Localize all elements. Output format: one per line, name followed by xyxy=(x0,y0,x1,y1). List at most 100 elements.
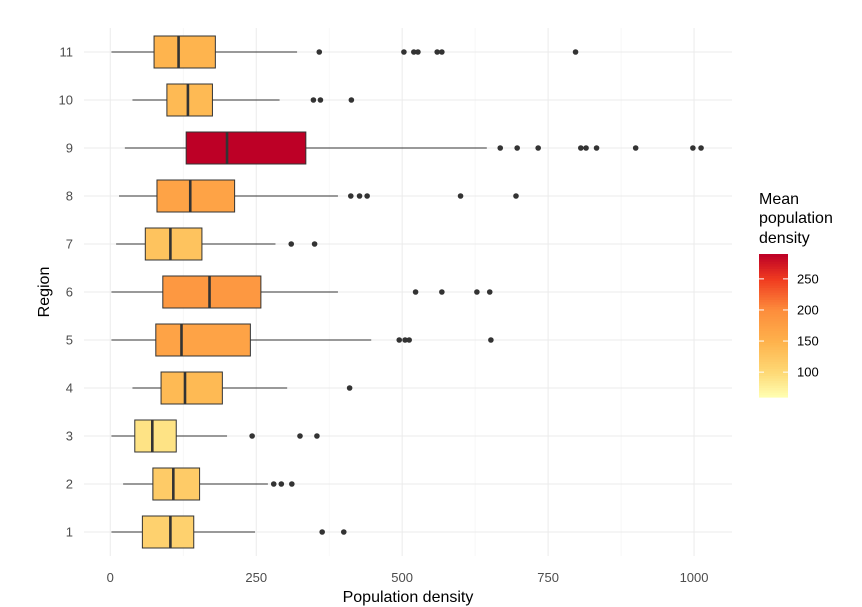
outlier-point xyxy=(317,97,324,103)
boxplots xyxy=(111,35,704,549)
box-region-7 xyxy=(116,227,318,261)
legend-color-step xyxy=(759,363,788,367)
legend-color-step xyxy=(759,339,788,343)
legend-color-step xyxy=(759,294,788,298)
y-tick-label: 6 xyxy=(66,285,73,300)
outlier-point xyxy=(347,193,354,199)
legend-color-step xyxy=(759,375,788,379)
outlier-point xyxy=(486,289,493,295)
x-tick-label: 0 xyxy=(107,570,114,585)
legend-title-line-1: Mean xyxy=(759,191,799,208)
outlier-point xyxy=(439,289,445,295)
box xyxy=(152,467,201,501)
box-region-5 xyxy=(111,323,494,357)
legend-color-step xyxy=(759,258,788,262)
box xyxy=(156,179,236,213)
outlier-point xyxy=(415,49,421,55)
box xyxy=(162,275,262,309)
legend-color-step xyxy=(759,254,788,257)
box xyxy=(134,419,177,453)
legend-color-step xyxy=(759,394,788,398)
legend-color-step xyxy=(759,346,788,350)
outlier-point xyxy=(402,337,408,343)
legend-color-step xyxy=(759,296,788,300)
outlier-point xyxy=(249,433,255,439)
outlier-point xyxy=(356,193,363,199)
box xyxy=(185,131,307,165)
legend-color-step xyxy=(759,342,788,346)
legend-label: 250 xyxy=(797,271,819,286)
outlier-point xyxy=(535,145,541,151)
outlier-point xyxy=(572,49,579,55)
outlier-point xyxy=(396,337,403,343)
x-tick-label: 500 xyxy=(391,570,413,585)
legend-label: 100 xyxy=(797,365,819,380)
y-tick-label: 10 xyxy=(59,93,73,108)
legend-color-step xyxy=(759,366,788,369)
legend-color-step xyxy=(759,351,788,355)
box-region-11 xyxy=(111,35,579,69)
outlier-point xyxy=(690,145,696,151)
legend-color-step xyxy=(759,263,788,267)
legend-color-step xyxy=(759,318,788,322)
outlier-point xyxy=(434,49,440,55)
legend-color-step xyxy=(759,370,788,374)
y-axis-ticks: 1 2 3 4 5 6 7 8 9 10 11 xyxy=(59,45,73,540)
outlier-point xyxy=(412,289,419,295)
outlier-point xyxy=(311,241,318,247)
legend-color-step xyxy=(759,313,788,317)
legend-color-step xyxy=(759,380,788,384)
y-tick-label: 3 xyxy=(66,429,73,444)
legend-color-step xyxy=(759,289,788,293)
outlier-point xyxy=(411,49,417,55)
y-tick-label: 2 xyxy=(66,477,73,492)
y-tick-label: 11 xyxy=(60,45,74,60)
legend-color-step xyxy=(759,306,788,310)
legend-color-step xyxy=(759,270,788,274)
outlier-point xyxy=(314,433,320,439)
legend-color-step xyxy=(759,325,788,329)
outlier-point xyxy=(497,145,504,151)
y-tick-label: 5 xyxy=(66,333,73,348)
legend-color-step xyxy=(759,304,788,308)
legend-color-step xyxy=(759,330,788,334)
box-region-6 xyxy=(111,275,493,309)
legend-color-step xyxy=(759,261,788,265)
legend-label: 200 xyxy=(797,302,819,317)
legend-color-step xyxy=(759,373,788,377)
outlier-point xyxy=(474,289,480,295)
box-region-8 xyxy=(119,179,519,213)
legend-color-step xyxy=(759,265,788,269)
legend-color-step xyxy=(759,358,788,362)
outlier-point xyxy=(578,145,584,151)
legend-title-line-3: density xyxy=(759,230,810,247)
legend-labels: 100 150 200 250 xyxy=(797,271,819,379)
legend-color-step xyxy=(759,361,788,365)
legend-label: 150 xyxy=(797,334,819,349)
outlier-point xyxy=(288,241,295,247)
outlier-point xyxy=(632,145,639,151)
legend-color-step xyxy=(759,385,788,389)
legend: Mean population density 100 150 200 250 xyxy=(759,191,833,398)
outlier-point xyxy=(289,481,295,487)
legend-color-step xyxy=(759,292,788,296)
legend-color-step xyxy=(759,332,788,336)
legend-color-step xyxy=(759,282,788,286)
outlier-point xyxy=(278,481,285,487)
legend-title-line-2: population xyxy=(759,210,833,227)
x-tick-label: 250 xyxy=(245,570,267,585)
x-tick-label: 750 xyxy=(537,570,559,585)
y-tick-label: 4 xyxy=(66,381,73,396)
x-tick-label: 1000 xyxy=(680,570,709,585)
legend-color-step xyxy=(759,284,788,288)
x-axis-ticks: 0 250 500 750 1000 xyxy=(107,570,709,585)
legend-color-step xyxy=(759,335,788,339)
legend-color-step xyxy=(759,382,788,386)
legend-color-step xyxy=(759,389,788,393)
legend-color-step xyxy=(759,354,788,358)
box xyxy=(155,323,251,357)
outlier-point xyxy=(297,433,303,439)
outlier-point xyxy=(310,97,317,103)
legend-color-step xyxy=(759,337,788,341)
